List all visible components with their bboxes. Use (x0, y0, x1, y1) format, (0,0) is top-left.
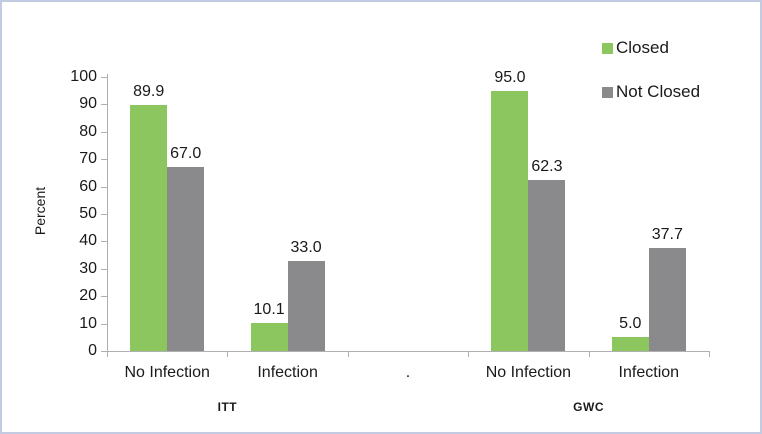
y-tick-mark (101, 104, 107, 106)
y-tick-mark (101, 159, 107, 161)
bar-value-label: 95.0 (494, 68, 526, 86)
y-tick-label: 100 (70, 68, 97, 85)
y-tick-mark (101, 241, 107, 243)
x-axis-line (101, 351, 709, 352)
bar-value-label: 10.1 (253, 301, 285, 319)
legend-swatch-closed-icon (602, 42, 613, 54)
y-tick-label: 70 (79, 150, 97, 168)
bar (250, 323, 288, 351)
y-axis-line (107, 74, 108, 351)
y-tick-label: 80 (79, 122, 97, 140)
bar-value-label: 37.7 (651, 225, 683, 243)
bar-value-label: 33.0 (290, 238, 322, 256)
bar (528, 180, 566, 351)
y-tick-mark (101, 186, 107, 188)
group-label: GWC (573, 400, 605, 414)
bar-value-label: 5.0 (619, 315, 642, 333)
x-tick-mark (709, 351, 710, 357)
y-tick-mark (101, 77, 107, 78)
bar-value-label: 67.0 (170, 145, 202, 163)
x-category-label: Infection (618, 364, 680, 381)
y-tick-mark (101, 296, 107, 298)
x-tick-mark (588, 351, 590, 357)
group-label: ITT (217, 400, 238, 414)
y-tick-label: 60 (79, 177, 97, 195)
y-tick-mark (101, 351, 107, 352)
legend-swatch-not-closed-icon (602, 86, 613, 98)
x-tick-mark (227, 351, 229, 357)
x-category-label: No Infection (485, 364, 572, 381)
y-tick-label: 40 (79, 232, 97, 250)
legend-label-not-closed: Not Closed (616, 82, 701, 101)
bar-value-label: 89.9 (133, 82, 165, 100)
y-axis-title: Percent (32, 186, 48, 236)
x-tick-mark (468, 351, 470, 357)
bar (287, 260, 325, 351)
y-tick-mark (101, 214, 107, 215)
x-tick-mark (107, 351, 108, 357)
x-category-label: Infection (257, 364, 318, 381)
bar (167, 167, 205, 351)
legend-item-not-closed: Not Closed (602, 82, 700, 102)
legend-item-closed: Closed (602, 38, 669, 58)
y-tick-label: 10 (79, 314, 97, 332)
x-category-label: . (405, 364, 411, 381)
y-tick-label: 30 (79, 259, 97, 277)
y-tick-mark (101, 131, 107, 133)
y-tick-label: 50 (79, 205, 97, 222)
bar-value-label: 62.3 (531, 158, 563, 176)
bar (611, 337, 649, 351)
y-tick-mark (101, 323, 107, 325)
x-category-label: No Infection (124, 364, 210, 381)
y-tick-label: 90 (79, 95, 97, 113)
bar (648, 247, 686, 351)
legend-label-closed: Closed (616, 38, 669, 57)
y-tick-label: 20 (79, 287, 97, 305)
x-tick-mark (347, 351, 349, 357)
bar (130, 104, 168, 351)
y-tick-label: 0 (88, 342, 97, 359)
bar (491, 90, 529, 351)
y-tick-mark (101, 268, 107, 270)
